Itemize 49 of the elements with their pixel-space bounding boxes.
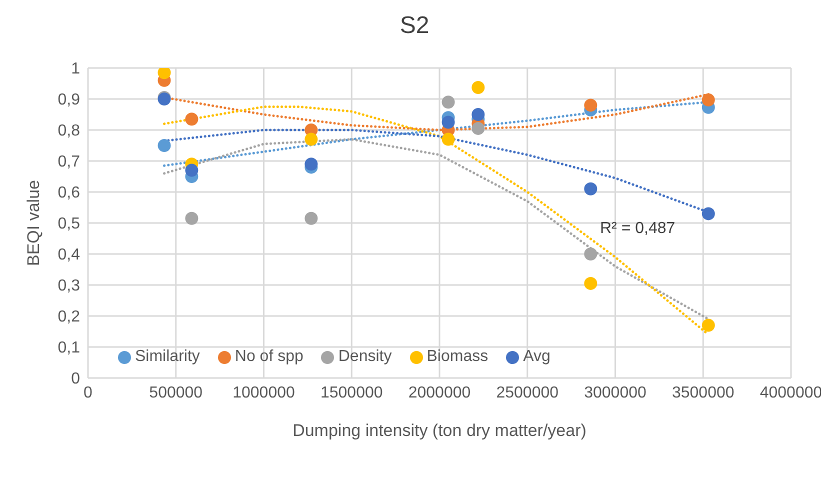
y-axis-title: BEQI value — [24, 180, 44, 266]
point — [702, 207, 715, 220]
point — [304, 212, 318, 225]
point — [304, 132, 318, 146]
x-tick-label: 3000000 — [584, 384, 646, 402]
point — [442, 116, 455, 129]
y-tick-label: 0,3 — [58, 278, 80, 295]
point — [158, 68, 171, 80]
point — [472, 81, 485, 94]
y-tick-label: 1 — [71, 60, 80, 78]
point — [584, 182, 598, 196]
point — [472, 122, 485, 135]
legend-label: Biomass — [426, 348, 488, 366]
y-tick-label: 0,6 — [58, 184, 80, 202]
y-tick-label: 0,8 — [58, 122, 80, 140]
y-tick-label: 0,9 — [58, 92, 80, 109]
y-tick-label: 0,7 — [58, 154, 80, 171]
x-tick-label: 2500000 — [496, 384, 559, 402]
point — [702, 93, 715, 106]
x-tick-label: 500000 — [149, 384, 203, 402]
legend-label: No of spp — [234, 348, 304, 366]
x-tick-label: 3500000 — [672, 384, 734, 402]
point — [304, 158, 318, 171]
point — [584, 248, 598, 260]
legend-label: Density — [337, 348, 392, 366]
point — [158, 139, 171, 152]
y-tick-label: 0,5 — [58, 216, 80, 233]
chart-title: S2 — [398, 11, 430, 41]
point — [472, 108, 485, 121]
annotation: R² = 0,487 — [600, 220, 676, 238]
legend-label: Avg — [522, 348, 550, 366]
x-tick-label: 0 — [84, 384, 93, 402]
y-tick-label: 0,2 — [58, 308, 80, 326]
y-tick-label: 0,4 — [58, 246, 80, 264]
point — [185, 212, 198, 225]
point — [185, 112, 198, 126]
point — [584, 276, 598, 290]
point — [185, 164, 198, 177]
point — [584, 98, 598, 112]
point — [442, 132, 455, 146]
x-axis-title: Dumping intensity (ton dry matter/year) — [292, 421, 586, 440]
point — [702, 318, 715, 332]
y-tick-label: 0,1 — [58, 340, 80, 357]
y-tick-label: 0 — [71, 370, 80, 388]
legend-label: Similarity — [134, 348, 200, 366]
point — [442, 96, 455, 109]
x-tick-label: 2000000 — [408, 384, 471, 402]
x-tick-label: 1000000 — [232, 384, 295, 402]
x-tick-label: 1500000 — [320, 384, 383, 402]
